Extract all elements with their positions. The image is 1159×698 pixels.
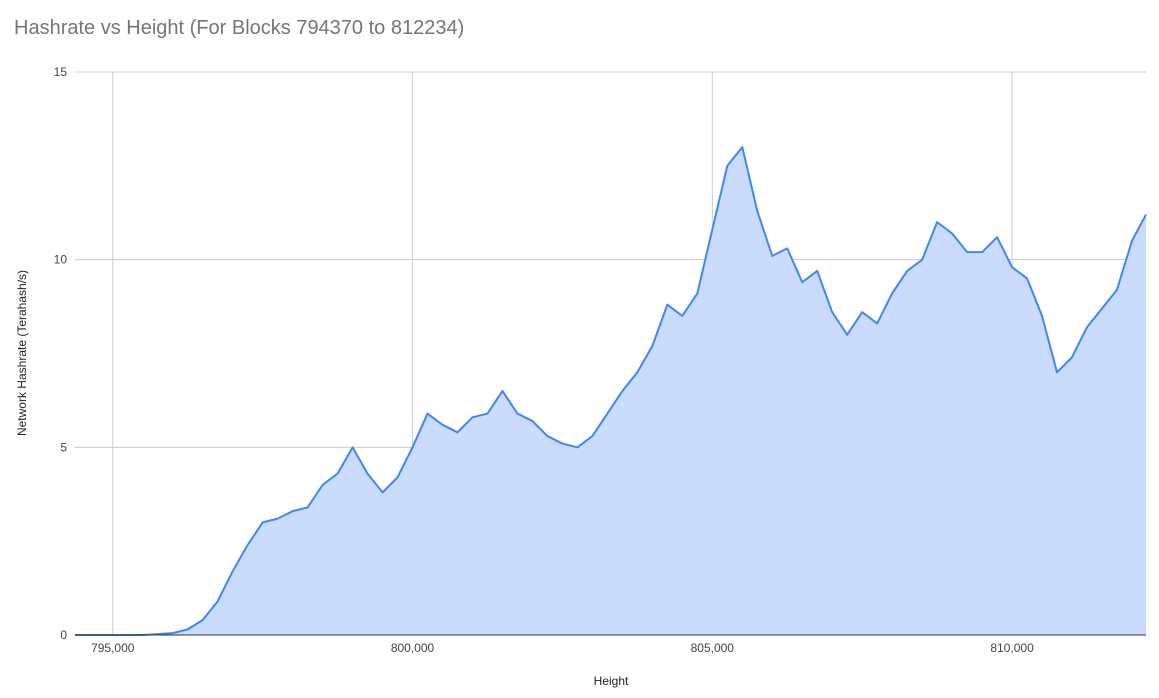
y-axis-title: Network Hashrate (Terahash/s): [15, 270, 29, 436]
y-tick-label: 0: [60, 628, 67, 642]
data-line: [75, 146, 1147, 636]
x-tick-label: 800,000: [391, 641, 435, 655]
y-tick-label: 10: [54, 253, 68, 267]
x-tick-label: 805,000: [691, 641, 735, 655]
x-axis-title: Height: [594, 674, 629, 688]
y-tick-label: 15: [54, 65, 68, 79]
area-fill: [75, 147, 1146, 635]
chart-title: Hashrate vs Height (For Blocks 794370 to…: [14, 17, 464, 39]
y-tick-label: 5: [60, 440, 67, 454]
x-tick-label: 810,000: [990, 641, 1034, 655]
x-tick-label: 795,000: [91, 641, 135, 655]
